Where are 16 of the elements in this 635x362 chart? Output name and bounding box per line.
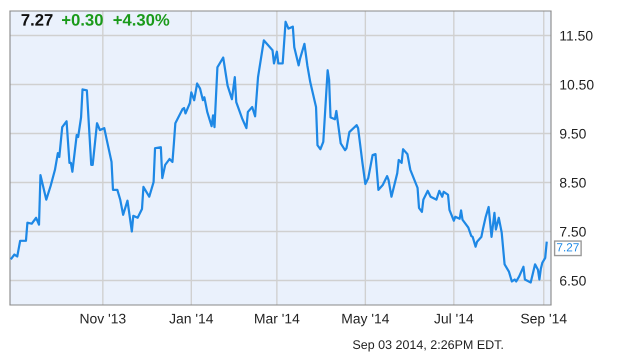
chart-subtitle: +0.30 +4.30% (62, 14, 170, 26)
x-tick-label: Nov '13 (80, 314, 126, 324)
x-tick-label: May '14 (342, 314, 390, 326)
chart-title: 7.27 (22, 14, 53, 26)
x-tick-label: Mar '14 (255, 314, 300, 324)
annotation: 7.27 (556, 243, 579, 252)
y-tick-label: 10.50 (560, 80, 594, 90)
x-tick-label: Jul '14 (434, 313, 474, 324)
text: Sep 03 2014, 2:26PM EDT. (352, 340, 503, 352)
x-tick-label: Sep '14 (521, 314, 567, 326)
y-tick-label: 7.50 (560, 226, 586, 237)
x-tick-label: Jan '14 (169, 314, 214, 324)
y-tick-label: 9.50 (560, 128, 586, 139)
y-tick-label: 8.50 (560, 178, 586, 188)
y-tick-label: 6.50 (560, 276, 586, 286)
y-tick-label: 11.50 (560, 30, 593, 41)
